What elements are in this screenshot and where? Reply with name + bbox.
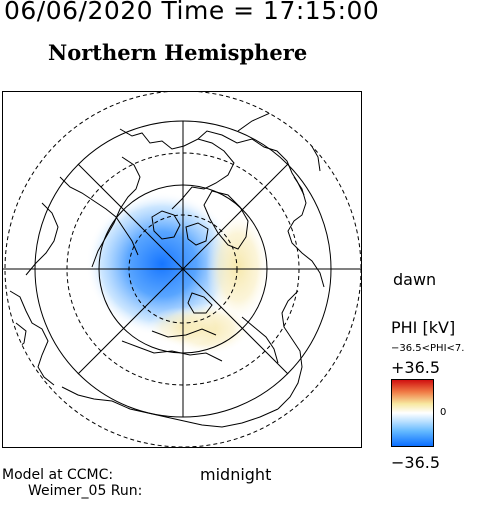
colorbar [391,379,434,447]
longitude-lines [2,121,362,417]
run-label: Weimer_05 Run: [28,483,143,499]
model-label: Model at CCMC: [2,467,114,483]
polar-map [2,91,362,448]
datetime-label: 06/06/2020 Time = 17:15:00 [4,0,380,25]
colorbar-zero-label: 0 [440,407,447,418]
colorbar-range: −36.5<PHI<7. [391,343,465,354]
hemisphere-title: Northern Hemisphere [48,40,308,65]
potential-pattern [86,192,270,355]
colorbar-title: PHI [kV] [391,318,456,337]
midnight-label: midnight [200,465,272,484]
colorbar-max-label: +36.5 [391,358,441,377]
dawn-label: dawn [393,270,437,289]
colorbar-min-label: −36.5 [391,453,441,472]
polar-map-svg [2,91,362,448]
